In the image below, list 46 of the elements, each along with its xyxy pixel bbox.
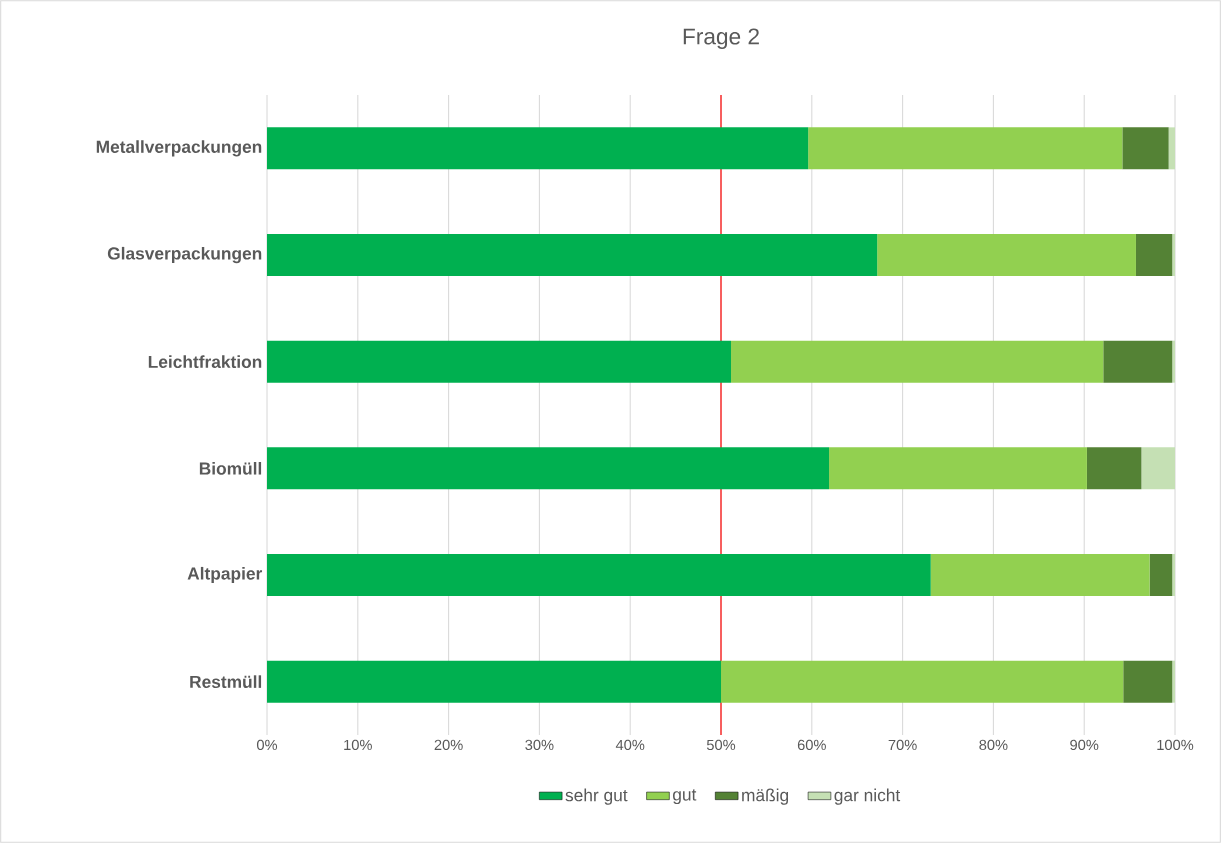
bar <box>1141 447 1176 490</box>
bar <box>1086 447 1142 490</box>
bar <box>877 234 1136 277</box>
x-tick-label: 10% <box>344 739 372 751</box>
bar <box>808 127 1123 170</box>
bar <box>1123 660 1173 703</box>
y-tick-label: Altpapier <box>187 566 263 584</box>
bar <box>1172 340 1176 383</box>
bar <box>1135 234 1173 277</box>
bar <box>267 234 878 277</box>
bar <box>1122 127 1169 170</box>
x-tick-label: 100% <box>1157 739 1194 751</box>
y-tick-label: Restmüll <box>190 675 262 689</box>
legend-label: mäßig <box>742 788 789 805</box>
x-tick-label: 50% <box>706 739 736 751</box>
x-tick-label: 40% <box>615 739 645 751</box>
bar <box>930 554 1150 597</box>
bar <box>731 340 1104 383</box>
y-tick-label: Glasverpackungen <box>107 246 262 264</box>
bar <box>1172 234 1176 277</box>
bar <box>721 660 1124 703</box>
bar <box>267 660 721 703</box>
x-tick-label: 60% <box>797 739 826 751</box>
x-tick-label: 80% <box>979 739 1008 751</box>
legend-label: sehr gut <box>565 788 628 805</box>
x-tick-label: 30% <box>525 739 554 751</box>
x-tick-label: 20% <box>434 739 463 751</box>
x-tick-label: 0% <box>256 739 278 751</box>
bar <box>1172 660 1176 703</box>
y-tick-label: Biomüll <box>199 461 262 475</box>
bar <box>1172 554 1176 597</box>
x-tick-label: 70% <box>888 739 917 751</box>
bar <box>1103 340 1173 383</box>
bar <box>1149 554 1173 597</box>
bar <box>267 340 731 383</box>
bar <box>267 447 830 490</box>
bar <box>267 554 931 597</box>
bar <box>267 127 809 170</box>
y-tick-label: Leichtfraktion <box>148 355 262 369</box>
legend-label: gar nicht <box>834 788 901 805</box>
chart-title: Frage 2 <box>683 28 759 49</box>
x-tick-label: 90% <box>1070 739 1099 751</box>
y-tick-label: Metallverpackungen <box>96 140 262 157</box>
bar <box>829 447 1087 490</box>
legend-label: gut <box>673 789 697 805</box>
bar <box>1168 127 1176 170</box>
